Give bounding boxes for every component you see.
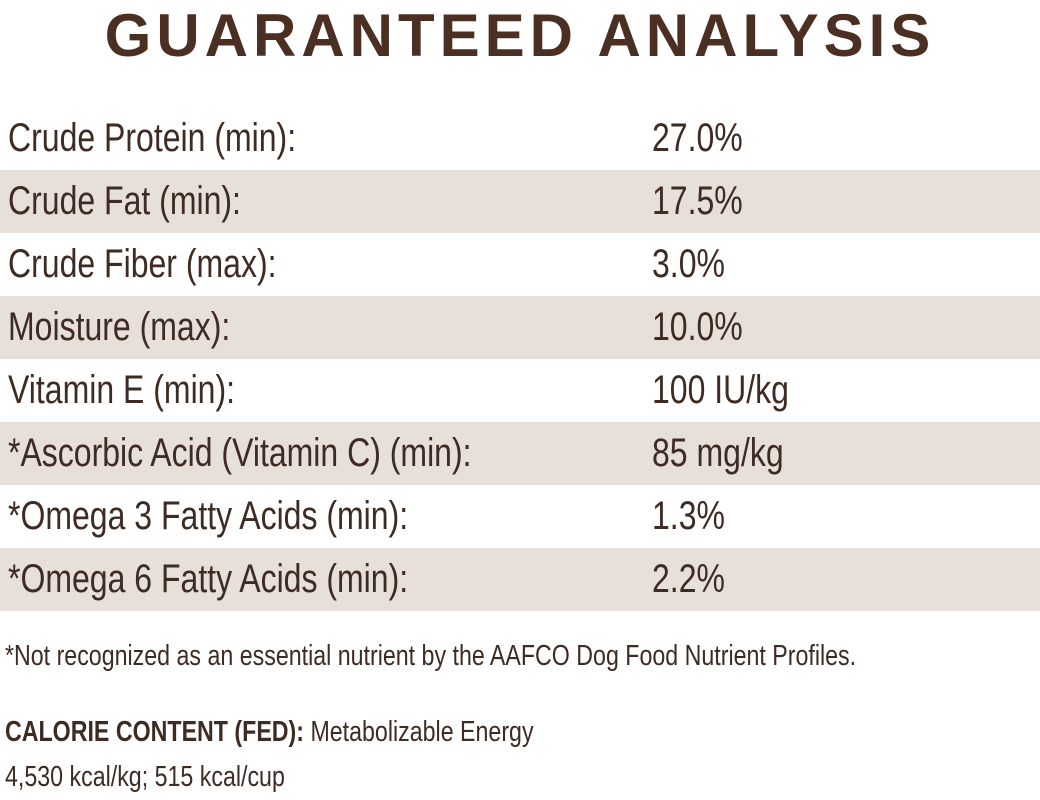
label-cell: Crude Fiber (max): [8, 242, 277, 286]
value-cell: 3.0% [652, 242, 725, 286]
table-row: *Omega 3 Fatty Acids (min): 1.3% [0, 485, 1040, 548]
table-row: Crude Fat (min): 17.5% [0, 170, 1040, 233]
label-cell: *Omega 3 Fatty Acids (min): [8, 494, 409, 538]
label-cell: Moisture (max): [8, 305, 231, 349]
table-row: Moisture (max): 10.0% [0, 296, 1040, 359]
table-row: *Ascorbic Acid (Vitamin C) (min): 85 mg/k… [0, 422, 1040, 485]
value-cell: 100 IU/kg [652, 368, 789, 412]
value-cell: 85 mg/kg [652, 431, 784, 475]
label-cell: *Ascorbic Acid (Vitamin C) (min): [8, 431, 472, 475]
value-cell: 27.0% [652, 116, 743, 160]
footnote: *Not recognized as an essential nutrient… [5, 640, 857, 672]
calorie-line: CALORIE CONTENT (FED): Metabolizable Ene… [5, 716, 534, 749]
table-row: Crude Fiber (max): 3.0% [0, 233, 1040, 296]
value-cell: 10.0% [652, 305, 743, 349]
value-cell: 2.2% [652, 557, 725, 601]
calorie-label: CALORIE CONTENT (FED): [5, 716, 304, 748]
table-row: Crude Protein (min): 27.0% [0, 107, 1040, 170]
value-cell: 1.3% [652, 494, 725, 538]
label-cell: Vitamin E (min): [8, 368, 236, 412]
label-cell: *Omega 6 Fatty Acids (min): [8, 557, 409, 601]
table-row: Vitamin E (min): 100 IU/kg [0, 359, 1040, 422]
label-cell: Crude Fat (min): [8, 179, 241, 223]
calorie-value: 4,530 kcal/kg; 515 kcal/cup [5, 761, 285, 793]
table-row: *Omega 6 Fatty Acids (min): 2.2% [0, 548, 1040, 611]
title: GUARANTEED ANALYSIS [104, 2, 936, 69]
label-cell: Crude Protein (min): [8, 116, 297, 160]
calorie-text: Metabolizable Energy [310, 716, 534, 748]
value-cell: 17.5% [652, 179, 743, 223]
